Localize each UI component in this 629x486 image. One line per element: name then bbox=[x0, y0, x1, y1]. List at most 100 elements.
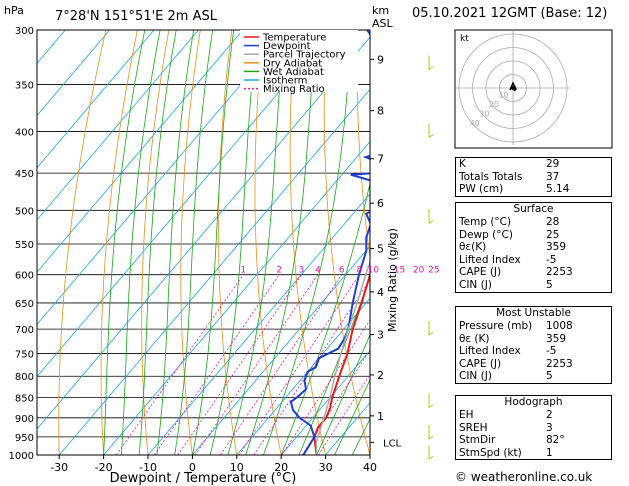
legend-label: Temperature bbox=[262, 33, 326, 44]
x-axis-label: Dewpoint / Temperature (°C) bbox=[110, 471, 297, 486]
mixing-ratio-label: 4 bbox=[315, 266, 321, 276]
isotherm-line bbox=[37, 30, 110, 117]
surface-row: θε(K) 359 bbox=[459, 241, 567, 254]
surface-row: CAPE (J) 2253 bbox=[459, 266, 573, 279]
temp-tick-label: 30 bbox=[319, 461, 333, 474]
pressure-tick-label: 950 bbox=[15, 433, 34, 444]
dry-adiabat-line bbox=[323, 30, 370, 455]
hodograph-row: SREH 3 bbox=[459, 421, 553, 434]
temp-tick-label: -10 bbox=[139, 461, 157, 474]
mixing-ratio-line bbox=[177, 274, 302, 455]
pressure-tick-label: 350 bbox=[15, 80, 34, 91]
diagram-curves bbox=[289, 30, 370, 455]
mixing-ratio-line bbox=[253, 278, 370, 455]
wind-barbs bbox=[428, 55, 434, 460]
isotherm-line bbox=[37, 36, 370, 430]
hodograph-unit: kt bbox=[460, 34, 469, 44]
mixing-ratio-labels: 1 2 3 4 6 8 10 15 20 25 bbox=[240, 266, 439, 276]
most-unstable-row: θε (K) 359 bbox=[459, 332, 567, 345]
isotherm-line bbox=[236, 297, 370, 455]
pressure-tick-label: 1000 bbox=[9, 451, 34, 462]
legend-label: Parcel Trajectory bbox=[263, 50, 346, 61]
location-title: 7°28'N 151°51'E 2m ASL bbox=[55, 9, 218, 24]
legend-label: Mixing Ratio bbox=[263, 84, 325, 95]
index-row: Totals Totals 37 bbox=[459, 170, 560, 183]
mixing-ratio-label: 8 bbox=[356, 266, 362, 276]
index-row: PW (cm) 5.14 bbox=[459, 183, 570, 196]
surface-table: Surface Temp (°C) 28 Dewp (°C) 25 θε(K) 359… bbox=[455, 202, 612, 293]
series-temperature bbox=[313, 271, 370, 455]
hodograph-trace bbox=[509, 81, 517, 92]
mixing-ratio-line bbox=[194, 274, 319, 455]
mixing-ratio-line bbox=[220, 274, 343, 455]
wet-adiabat-line bbox=[121, 30, 161, 455]
mixing-ratio-line bbox=[301, 349, 370, 455]
km-unit-label: km bbox=[372, 4, 389, 17]
surface-row: CIN (J) 5 bbox=[459, 278, 553, 291]
wind-barb-flag bbox=[428, 66, 434, 71]
dry-adiabat-line bbox=[100, 30, 138, 455]
wind-barb-flag bbox=[428, 219, 434, 224]
height-tick-label: 4 bbox=[377, 286, 384, 299]
mixing-ratio-line bbox=[153, 274, 280, 455]
wind-barb-flag bbox=[428, 134, 434, 138]
surface-row: Temp (°C) 28 bbox=[459, 216, 560, 228]
surface-title: Surface bbox=[513, 203, 554, 215]
pressure-tick-label: 750 bbox=[15, 349, 34, 360]
temp-tick-label: -30 bbox=[50, 461, 68, 474]
wet-adiabat-line bbox=[316, 334, 370, 455]
isotherm-line bbox=[192, 245, 370, 455]
hodograph-title: Hodograph bbox=[504, 396, 563, 408]
pressure-tick-label: 500 bbox=[15, 206, 34, 217]
wet-adiabat-line bbox=[263, 30, 353, 455]
mixing-ratio-label: 25 bbox=[428, 266, 439, 276]
pressure-tick-label: 650 bbox=[15, 299, 34, 310]
diagram-grid bbox=[37, 30, 459, 455]
dry-adiabat-line bbox=[141, 30, 170, 455]
footer-credit: © weatheronline.co.uk bbox=[455, 470, 593, 484]
mixing-ratio-label: 15 bbox=[394, 266, 405, 276]
asl-unit-label: ASL bbox=[372, 17, 394, 30]
height-tick-label: 6 bbox=[377, 197, 384, 210]
hodograph-ring-label: 20 bbox=[489, 100, 499, 109]
wet-adiabat-line bbox=[227, 30, 285, 455]
indices-table: K 29 Totals Totals 37 PW (cm) 5.14 bbox=[455, 157, 612, 197]
wind-barb-flag bbox=[428, 435, 434, 440]
dry-adiabat-line bbox=[58, 30, 107, 455]
hodograph-ring-label: 40 bbox=[470, 119, 480, 128]
temp-tick-label: 20 bbox=[274, 461, 288, 474]
pressure-tick-label: 800 bbox=[15, 372, 34, 383]
height-tick-label: 2 bbox=[377, 369, 384, 382]
series-dewpoint bbox=[289, 30, 370, 455]
dry-adiabat-line bbox=[389, 30, 459, 455]
surface-row: Dewp (°C) 25 bbox=[459, 228, 560, 241]
mixing-ratio-label: 2 bbox=[276, 266, 282, 276]
most-unstable-row: Lifted Index -5 bbox=[459, 345, 557, 358]
most-unstable-table: Most Unstable Pressure (mb) 1008 θε (K) 35… bbox=[455, 306, 612, 384]
index-row: K 29 bbox=[459, 158, 560, 170]
dry-adiabat-line bbox=[180, 30, 201, 455]
hodograph-row: StmSpd (kt) 1 bbox=[459, 446, 553, 459]
surface-row: Lifted Index -5 bbox=[459, 253, 557, 266]
temp-tick-label: 0 bbox=[189, 461, 196, 474]
pressure-tick-label: 850 bbox=[15, 394, 34, 405]
pressure-tick-label: 300 bbox=[15, 26, 34, 37]
wind-barb-flag bbox=[428, 404, 434, 409]
legend-label: Dewpoint bbox=[263, 41, 311, 52]
mixing-ratio-line bbox=[116, 274, 244, 455]
most-unstable-row: Pressure (mb) 1008 bbox=[459, 320, 573, 332]
isotherm-line bbox=[280, 349, 370, 455]
mixing-ratio-label: 1 bbox=[240, 266, 246, 276]
wet-adiabat-line bbox=[156, 30, 194, 455]
mixing-ratio-line bbox=[318, 373, 370, 455]
wet-adiabat-line bbox=[280, 181, 370, 455]
legend-label: Isotherm bbox=[263, 76, 307, 87]
plot-frame bbox=[36, 29, 371, 456]
pressure-tick-label: 450 bbox=[15, 169, 34, 180]
wet-adiabat-line bbox=[174, 30, 213, 455]
wet-adiabat-line bbox=[245, 30, 317, 455]
height-tick-label: 1 bbox=[377, 410, 384, 423]
